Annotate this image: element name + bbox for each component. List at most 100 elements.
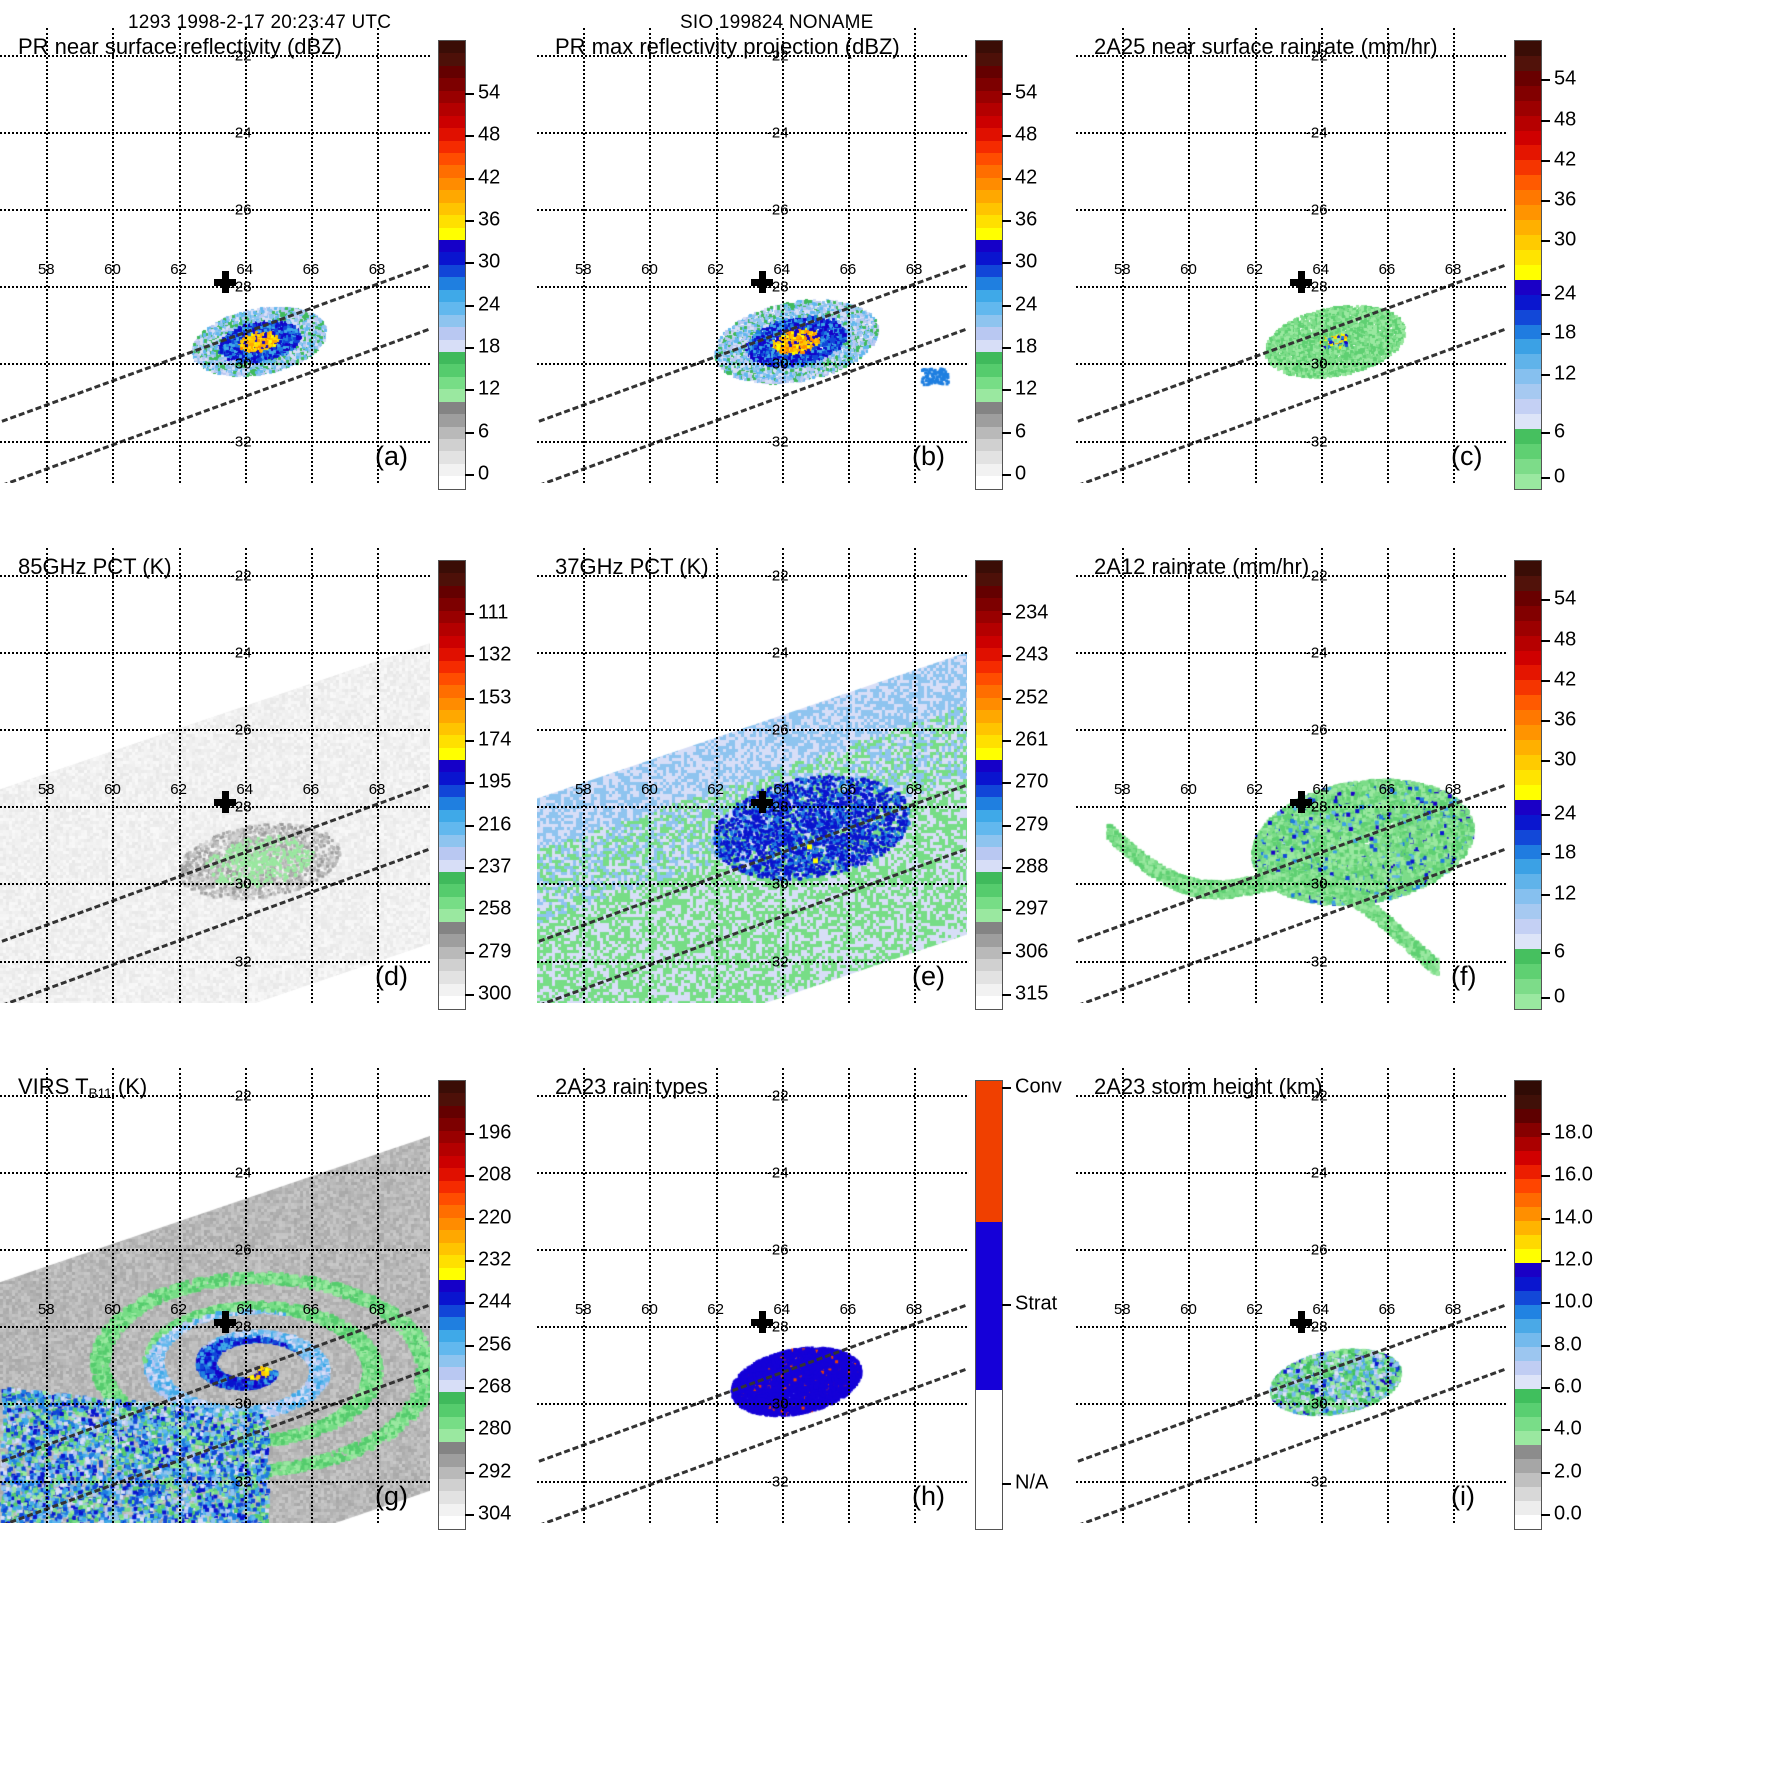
colorbar-tick-f-2 [1541,680,1550,683]
colorbar-label-d-5: 216 [478,813,512,836]
gridline-lat--22 [537,574,967,577]
gridline-lon-62 [178,1068,181,1523]
colorbar-label-d-2: 153 [478,686,512,709]
colorbar-segment-20 [439,809,465,823]
gridline-lat--30 [1076,363,1506,366]
colorbar-label-g-4: 244 [478,1290,512,1313]
colorbar-a[interactable] [438,40,466,490]
colorbar-label-a-0: 54 [478,81,501,104]
colorbar-segment-22 [439,834,465,848]
colorbar-segment-22 [1515,1389,1541,1403]
colorbar-segment-28 [1515,1473,1541,1487]
colorbar-segment-25 [439,871,465,885]
colorbar-segment-17 [1515,294,1541,310]
colorbar-segment-12 [1515,220,1541,235]
gridline-lat--28 [537,1326,967,1329]
colorbar-label-e-3: 261 [1015,728,1049,751]
lon-label-68: 68 [905,780,923,798]
colorbar-segment-33 [439,1491,465,1504]
gridline-lon-64 [1320,1068,1323,1523]
colorbar-tick-c-0 [1541,79,1550,82]
panel-title-d: 85GHz PCT (K) [18,554,172,579]
panel-title-g: VIRS TB11 (K) [18,1074,148,1101]
colorbar-segment-32 [439,439,465,452]
colorbar-segment-26 [439,884,465,897]
colorbar-label-c-2: 42 [1554,148,1577,171]
colorbar-g[interactable] [438,1080,466,1530]
colorbar-segment-35 [976,476,1002,489]
colorbar-segment-24 [976,339,1002,352]
colorbar-tick-a-2 [465,177,474,180]
colorbar-segment-0 [439,1081,465,1094]
colorbar-segment-12 [1515,740,1541,755]
colorbar-tick-b-1 [1002,135,1011,138]
colorbar-f[interactable] [1514,560,1542,1010]
colorbar-label-i-9: 0.0 [1554,1502,1582,1525]
colorbar-tick-f-5 [1541,813,1550,816]
colorbar-segment-29 [1515,473,1541,489]
colorbar-segment-0 [976,1081,1002,1223]
colorbar-segment-16 [1515,279,1541,295]
lat-label--30: -30 [1305,1395,1328,1413]
colorbar-segment-27 [976,376,1002,390]
gridline-lon-64 [1320,28,1323,483]
colorbar-segment-9 [1515,175,1541,191]
colorbar-segment-26 [1515,1445,1541,1459]
colorbar-segment-33 [976,971,1002,984]
gridline-lon-58 [583,1068,586,1523]
colorbar-label-d-7: 258 [478,897,512,920]
colorbar-segment-30 [976,934,1002,947]
colorbar-segment-20 [1515,859,1541,875]
colorbar-segment-5 [439,1143,465,1156]
colorbar-segment-28 [1515,458,1541,474]
colorbar-segment-24 [439,859,465,872]
colorbar-segment-29 [439,1441,465,1455]
gridline-lon-64 [781,28,784,483]
storm-center-marker [213,271,236,294]
raster-f [1076,548,1506,1003]
colorbar-label-a-9: 0 [478,462,490,485]
map-raster-h [537,1068,967,1523]
colorbar-c[interactable] [1514,40,1542,490]
colorbar-i[interactable] [1514,1080,1542,1530]
colorbar-tick-d-7 [465,909,474,912]
gridline-lon-66 [1386,28,1389,483]
colorbar-tick-i-4 [1541,1302,1550,1305]
colorbar-label-e-9: 315 [1015,982,1049,1005]
lon-label-68: 68 [368,260,386,278]
panel-e: -22 -24 -26 -28 -30 -32 58 60 62 64 66 68 37GHz PCT … [537,548,1125,1033]
gridline-lat--28 [1076,806,1506,809]
colorbar-segment-17 [976,252,1002,265]
colorbar-d[interactable] [438,560,466,1010]
lon-label-68: 68 [905,260,923,278]
colorbar-segment-12 [1515,1249,1541,1263]
colorbar-tick-i-3 [1541,1260,1550,1263]
colorbar-segment-26 [1515,948,1541,964]
colorbar-segment-9 [976,672,1002,686]
gridline-lon-68 [1453,1068,1456,1523]
colorbar-segment-14 [1515,249,1541,265]
colorbar-segment-22 [976,314,1002,328]
colorbar-b[interactable] [975,40,1003,490]
lat-label--24: -24 [229,644,252,662]
colorbar-segment-26 [1515,428,1541,444]
colorbar-segment-10 [439,685,465,698]
gridline-lon-58 [1122,28,1125,483]
colorbar-segment-5 [439,103,465,116]
lon-label-60: 60 [104,260,121,278]
gridline-lat--32 [0,440,430,443]
map-d: -22 -24 -26 -28 -30 -32 58 60 62 64 66 68 [0,548,430,1003]
colorbar-segment-8 [976,660,1002,673]
lon-label-66: 66 [302,780,320,798]
lon-label-66: 66 [839,1300,857,1318]
colorbar-segment-15 [1515,784,1541,800]
colorbar-segment-6 [1515,650,1541,666]
colorbar-segment-30 [439,414,465,427]
gridline-lon-62 [715,548,718,1003]
colorbar-segment-2 [1515,590,1541,606]
lon-label-68: 68 [905,1300,923,1318]
colorbar-h[interactable] [975,1080,1003,1530]
lon-label-58: 58 [574,260,592,278]
colorbar-e[interactable] [975,560,1003,1010]
colorbar-label-g-9: 304 [478,1502,512,1525]
